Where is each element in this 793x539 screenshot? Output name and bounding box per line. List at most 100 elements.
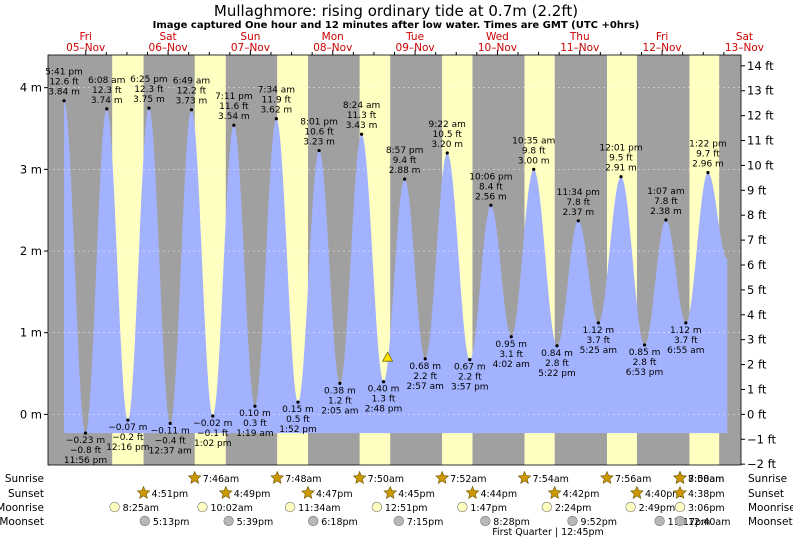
row-event-time: 4:47pm <box>316 489 353 500</box>
tide-time-label: 12:01 pm <box>599 144 642 154</box>
sunset-icon <box>301 485 315 499</box>
day-name-label: Mon <box>322 31 344 43</box>
row-label-right: Moonrise <box>748 502 793 514</box>
right-tick-label: −1 ft <box>747 432 776 446</box>
moonset-icon <box>393 515 404 527</box>
tide-m-label: 3.84 m <box>48 88 80 98</box>
row-event-time: 4:44pm <box>480 489 517 500</box>
day-name-label: Thu <box>569 31 590 43</box>
row-event-time: 7:46am <box>203 474 239 485</box>
tide-ft-label: 9.8 ft <box>522 146 546 156</box>
tide-time-label: 11:34 pm <box>557 188 600 198</box>
day-name-label: Sat <box>736 31 753 43</box>
row-label-left: Moonset <box>0 516 44 528</box>
low-tide-point <box>126 418 130 422</box>
tide-time-label: 2:48 pm <box>365 405 403 415</box>
sunset-icon <box>218 485 233 499</box>
tide-time-label: 5:41 pm <box>45 68 83 78</box>
high-tide-point <box>489 203 493 207</box>
low-tide-point <box>83 431 88 435</box>
high-tide-point <box>576 219 580 223</box>
tide-ft-label: 7.8 ft <box>654 197 678 207</box>
tide-ft-label: 0.3 ft <box>243 419 267 429</box>
left-tick-label: 1 m <box>20 326 42 340</box>
tide-ft-label: 1.3 ft <box>372 395 396 405</box>
tide-time-label: 8:24 am <box>343 101 380 111</box>
high-tide-point <box>62 99 66 103</box>
row-event-time: 11:34am <box>298 503 340 514</box>
moon-phase-label: First Quarter | 12:45pm <box>492 527 604 538</box>
tide-m-label: 2.38 m <box>650 207 682 217</box>
row-event-time: 1:47pm <box>470 503 507 514</box>
right-tick-label: 4 ft <box>747 308 767 322</box>
moonrise-icon <box>371 501 382 513</box>
height-gridlines <box>48 87 741 415</box>
tide-ft-label: 2.2 ft <box>413 372 437 382</box>
tide-ft-label: 2.2 ft <box>458 373 482 383</box>
row-event-time: 4:45pm <box>398 489 435 500</box>
tide-time-label: 10:06 pm <box>469 172 512 182</box>
day-date-label: 08–Nov <box>313 42 352 54</box>
low-tide-point <box>596 321 600 325</box>
right-tick-label: 10 ft <box>747 158 774 172</box>
tide-ft-label: 9.5 ft <box>609 154 633 164</box>
row-event-time: 8:25am <box>123 503 159 514</box>
tide-ft-label: 3.7 ft <box>586 336 610 346</box>
day-date-label: 11–Nov <box>560 42 599 54</box>
tide-ft-label: 9.4 ft <box>393 156 417 166</box>
tide-m-label: 3.23 m <box>303 138 335 148</box>
tide-m-label: 3.00 m <box>518 156 550 166</box>
tide-ft-label: −0.2 ft <box>112 433 144 443</box>
right-tick-label: 12 ft <box>747 109 774 123</box>
day-date-label: 13–Nov <box>725 42 764 54</box>
right-tick-label: 3 ft <box>747 333 767 347</box>
day-name-label: Sat <box>159 31 176 43</box>
tide-ft-label: 3.1 ft <box>499 350 523 360</box>
right-tick-label: 1 ft <box>747 382 767 396</box>
right-tick-label: 7 ft <box>747 233 767 247</box>
astro-rows: Sunrise Sunrise 7:46am 7:48am 7:50am 7:52am 7:… <box>0 470 793 528</box>
right-tick-label: 8 ft <box>747 208 767 222</box>
tide-time-label: 6:49 am <box>173 77 210 87</box>
tide-m-label: −0.02 m <box>193 419 232 429</box>
tide-time-label: 3:57 pm <box>451 383 489 393</box>
tide-m-label: 3.20 m <box>431 140 463 150</box>
day-name-label: Wed <box>486 31 509 43</box>
high-tide-point <box>105 107 109 111</box>
right-tick-label: 2 ft <box>747 358 767 372</box>
right-tick-label: 14 ft <box>747 59 774 73</box>
low-tide-point <box>253 404 257 408</box>
moonset-icon <box>223 515 234 527</box>
tide-time-label: 1:07 am <box>647 187 684 197</box>
sun-icon <box>600 470 614 484</box>
tide-time-label: 8:01 pm <box>300 118 338 128</box>
tide-ft-label: 7.8 ft <box>566 198 590 208</box>
tide-time-label: 7:11 pm <box>215 92 253 102</box>
row-event-time: 12:40am <box>688 517 730 528</box>
tide-m-label: 3.75 m <box>133 95 165 105</box>
tide-ft-label: 11.3 ft <box>347 111 377 121</box>
row-event-time: 8:00am <box>688 474 724 485</box>
tide-ft-label: −0.4 ft <box>155 436 187 446</box>
row-event-time: 4:38pm <box>688 489 725 500</box>
tide-time-label: 6:08 am <box>88 76 125 86</box>
tide-m-label: 0.40 m <box>368 385 400 395</box>
tide-ft-label: 3.7 ft <box>674 336 698 346</box>
row-event-time: 11:17pm <box>668 517 711 528</box>
row-label-right: Moonset <box>748 516 793 528</box>
tide-m-label: 0.95 m <box>495 340 527 350</box>
tide-time-label: 11:56 pm <box>64 456 107 466</box>
row-label-right: Sunrise <box>748 473 787 485</box>
row-event-time: 2:49pm <box>639 503 676 514</box>
tide-time-label: 6:55 am <box>667 346 704 356</box>
row-event-time: 7:50am <box>368 474 404 485</box>
tide-ft-label: 12.3 ft <box>92 86 122 96</box>
tide-ft-label: 2.8 ft <box>633 358 657 368</box>
tide-m-label: 0.67 m <box>454 363 486 373</box>
high-tide-point <box>274 117 278 121</box>
tide-time-label: 2:57 am <box>407 382 444 392</box>
low-tide-point <box>423 357 427 361</box>
low-tide-point <box>509 335 513 339</box>
low-tide-point <box>296 400 300 404</box>
